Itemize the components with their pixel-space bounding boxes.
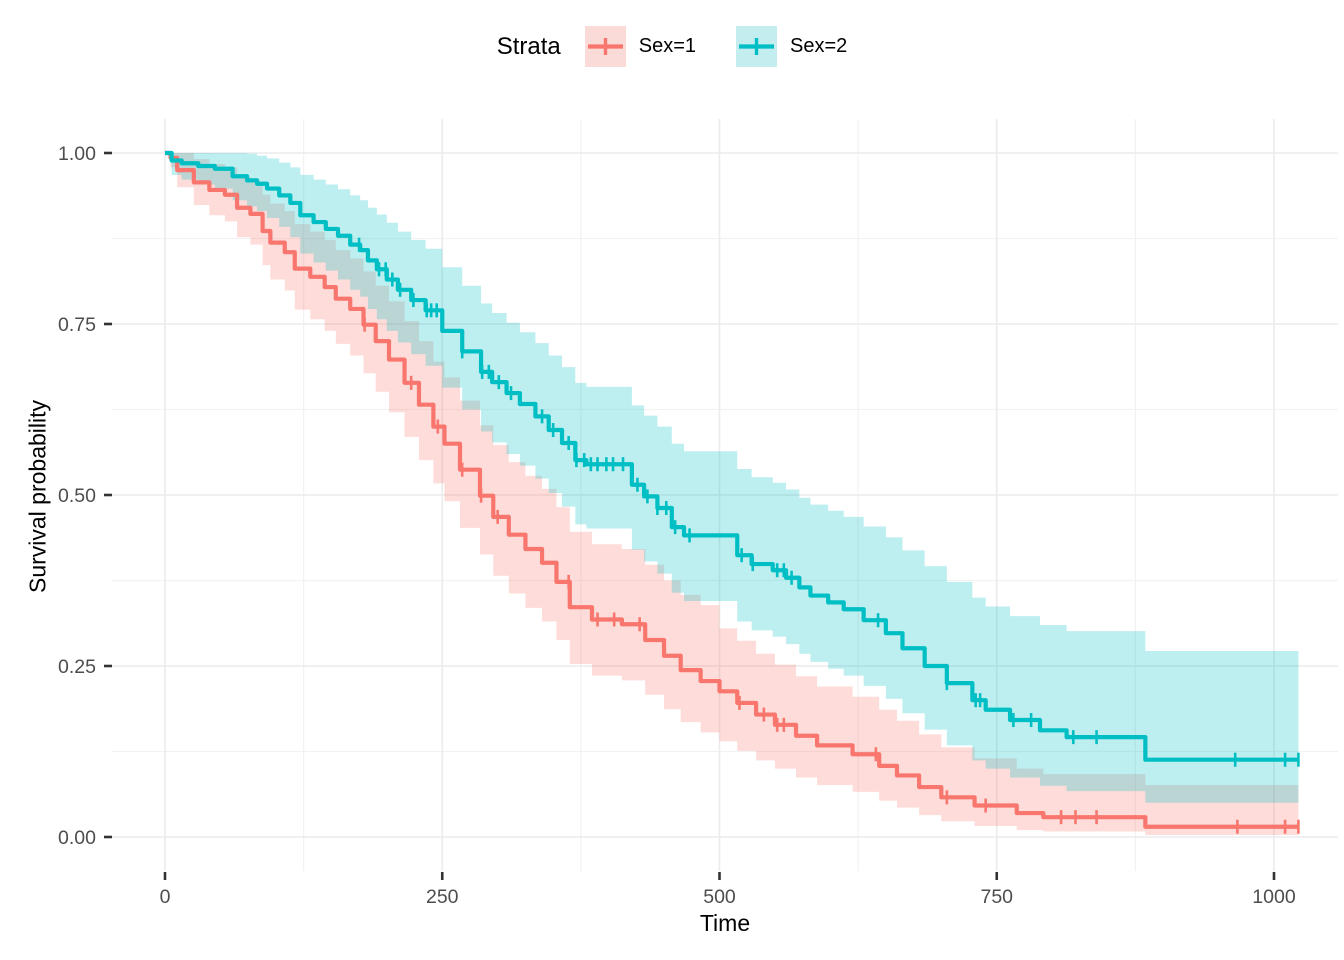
survival-curve-sex1 <box>165 150 1299 829</box>
svg-text:0.75: 0.75 <box>58 314 96 336</box>
svg-text:750: 750 <box>980 886 1013 908</box>
survival-curve-sex2 <box>165 150 1299 762</box>
grid-major <box>112 119 1338 871</box>
x-axis-title: Time <box>699 910 751 936</box>
grid-minor <box>112 119 1338 871</box>
censor-marks-sex1 <box>363 317 1300 834</box>
svg-text:500: 500 <box>703 886 736 908</box>
y-tick-labels: 0.00 0.25 0.50 0.75 1.00 <box>58 143 96 849</box>
censor-marks-sex2 <box>357 237 1300 767</box>
x-tick-labels: 0 250 500 750 1000 <box>160 886 1296 908</box>
ci-band-sex2 <box>165 153 1299 803</box>
svg-text:250: 250 <box>426 886 459 908</box>
svg-text:1000: 1000 <box>1252 886 1296 908</box>
svg-text:0.00: 0.00 <box>58 827 96 849</box>
y-axis-title: Survival probability <box>24 399 51 594</box>
svg-text:1.00: 1.00 <box>58 143 96 165</box>
axis-ticks <box>104 151 1276 880</box>
svg-text:0.50: 0.50 <box>58 485 96 507</box>
ci-band-sex1 <box>165 153 1299 835</box>
svg-text:0.25: 0.25 <box>58 656 96 678</box>
svg-text:0: 0 <box>160 886 171 908</box>
